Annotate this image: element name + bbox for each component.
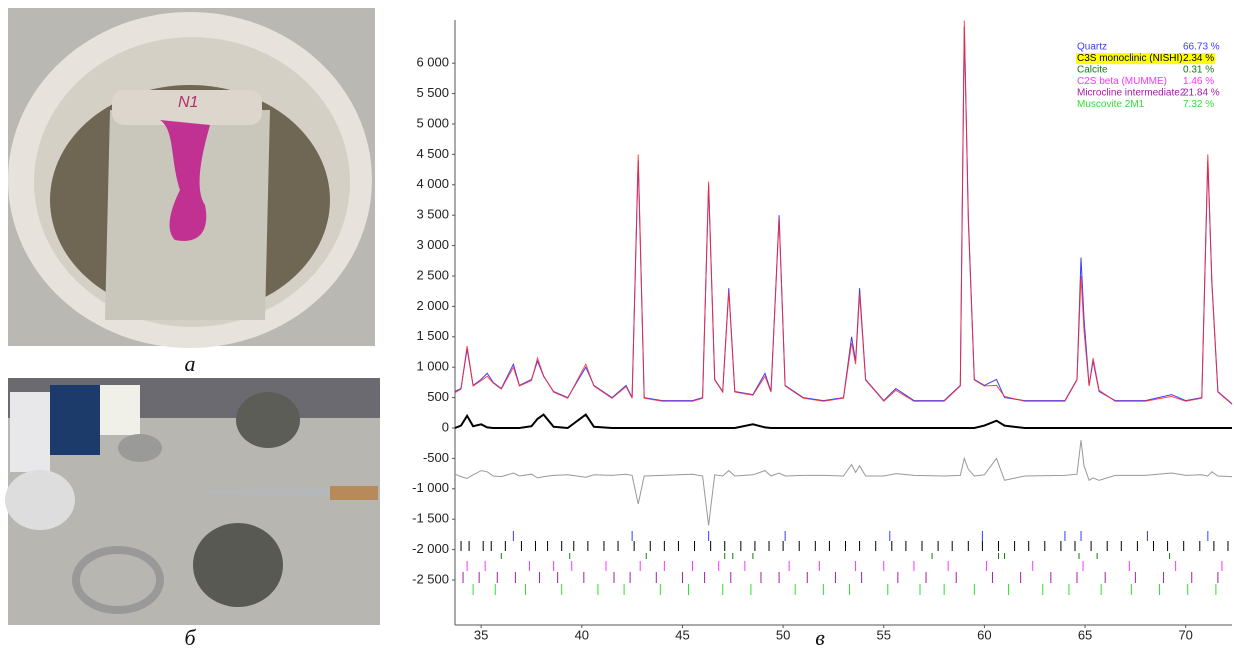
y-tick-label: 6 000 [416,55,449,70]
y-tick-label: -2 000 [412,541,449,556]
x-tick-label: 40 [575,627,589,642]
panel-label: в [815,625,825,650]
legend-name: Calcite [1077,65,1108,76]
figure: N1 а б в -2 500 -2 000 -1 500 -1 000 -500 0 50… [0,0,1234,653]
x-tick-label: 45 [675,627,689,642]
y-tick-label: -500 [423,450,449,465]
legend-name: C2S beta (MUMME) [1077,76,1167,87]
x-tick-label: 70 [1178,627,1192,642]
panel-label: б [184,625,196,650]
legend-name: Microcline intermediate2 [1077,88,1186,99]
svg-text:N1: N1 [178,94,198,111]
legend-value: 21.84 % [1183,88,1220,99]
x-tick-label: 50 [776,627,790,642]
legend-name: C3S monoclinic (NISHI) [1077,53,1183,64]
y-tick-label: 500 [427,389,449,404]
y-tick-label: 0 [442,419,449,434]
y-tick-label: 5 000 [416,115,449,130]
xrd-chart: -2 500 -2 000 -1 500 -1 000 -500 0 500 1 000 1 5… [412,20,1232,642]
y-tick-label: 4 500 [416,146,449,161]
x-tick-label: 60 [977,627,991,642]
y-tick-label: 2 000 [416,298,449,313]
y-tick-label: -1 000 [412,480,449,495]
legend-name: Muscovite 2M1 [1077,99,1145,110]
photo-b [5,378,380,625]
legend-value: 2.34 % [1183,53,1214,64]
photo-a: N1 [8,8,375,348]
legend-value: 0.31 % [1183,65,1214,76]
y-tick-label: 3 000 [416,237,449,252]
y-tick-label: -1 500 [412,511,449,526]
x-tick-label: 55 [877,627,891,642]
x-tick-label: 65 [1078,627,1092,642]
legend-value: 66.73 % [1183,42,1220,53]
data-line [455,415,1232,428]
y-tick-label: 3 500 [416,207,449,222]
y-tick-label: 1 500 [416,328,449,343]
data-line [455,440,1232,525]
panel-label: а [185,351,196,376]
legend-value: 7.32 % [1183,99,1214,110]
y-tick-label: 1 000 [416,359,449,374]
y-tick-label: 4 000 [416,176,449,191]
y-tick-label: 2 500 [416,267,449,282]
legend-value: 1.46 % [1183,76,1214,87]
y-tick-label: -2 500 [412,571,449,586]
x-tick-label: 35 [474,627,488,642]
y-tick-label: 5 500 [416,85,449,100]
legend-name: Quartz [1077,42,1107,53]
